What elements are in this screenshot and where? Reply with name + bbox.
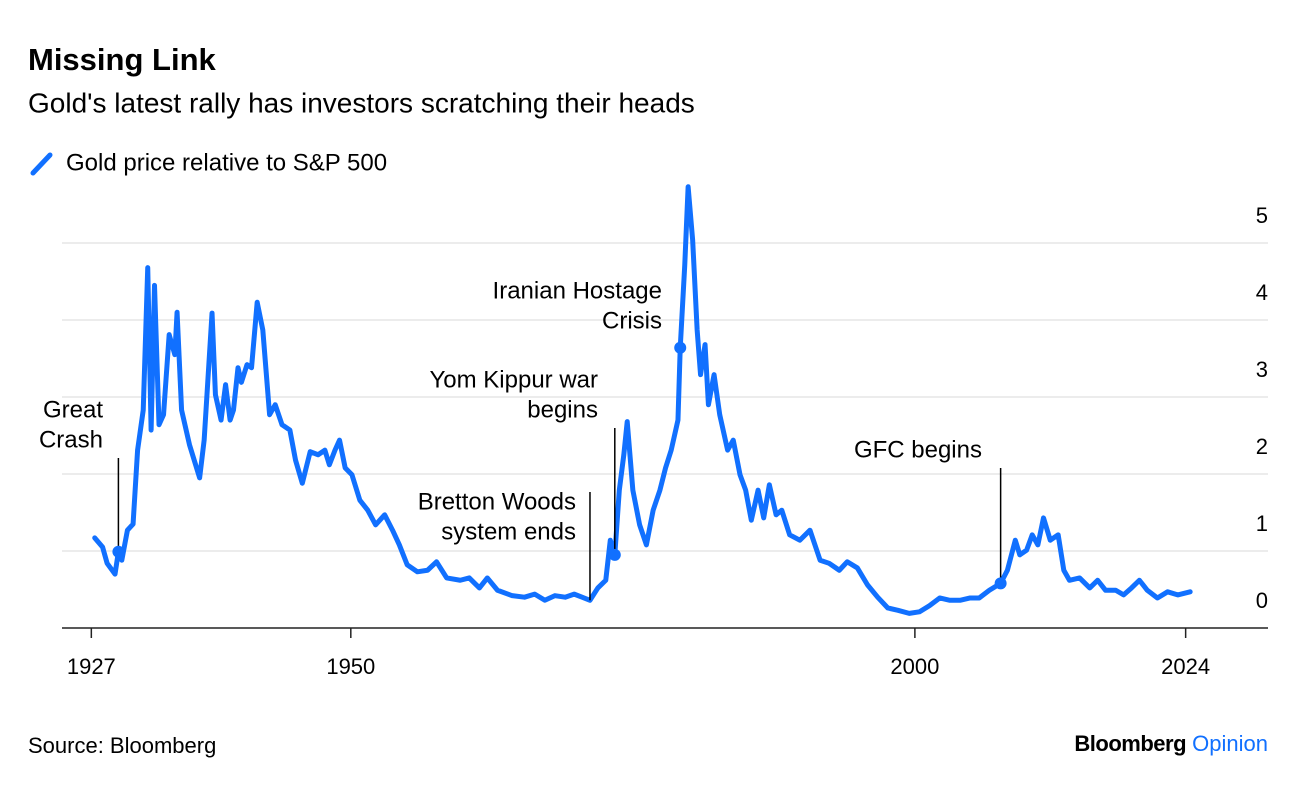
legend: Gold price relative to S&P 500 [30, 149, 387, 176]
annotation-label: Yom Kippur war [429, 366, 598, 393]
y-tick-label: 5 [1256, 203, 1268, 228]
source: Source: Bloomberg [28, 733, 216, 758]
annotation-marker [608, 548, 621, 561]
annotation-label: Crisis [602, 307, 662, 334]
annotation-marker [112, 545, 125, 558]
annotation-label: GFC begins [854, 436, 982, 463]
logo-section: Opinion [1192, 731, 1268, 756]
y-tick-label: 3 [1256, 357, 1268, 382]
annotation-label: Bretton Woods [418, 488, 576, 515]
annotation-label: Great [43, 396, 103, 423]
x-tick-label: 2000 [890, 654, 939, 679]
y-tick-label: 1 [1256, 511, 1268, 536]
y-tick-label: 4 [1256, 280, 1268, 305]
annotation-label: Crash [39, 426, 103, 453]
annotation-marker [674, 341, 687, 354]
legend-label: Gold price relative to S&P 500 [66, 149, 387, 176]
logo: Bloomberg Opinion [1074, 731, 1268, 756]
logo-brand: Bloomberg [1074, 731, 1186, 756]
annotation-label: system ends [441, 518, 576, 545]
annotation-marker [994, 577, 1007, 590]
annotation-label: Iranian Hostage [493, 277, 662, 304]
x-tick-label: 1927 [67, 654, 116, 679]
x-tick-label: 1950 [326, 654, 375, 679]
data-line [92, 184, 1193, 616]
y-tick-label: 0 [1256, 588, 1268, 613]
annotation-label: begins [527, 396, 598, 423]
x-tick-label: 2024 [1161, 654, 1210, 679]
y-tick-label: 2 [1256, 434, 1268, 459]
chart-title: Missing Link [28, 42, 217, 77]
legend-swatch [30, 152, 53, 176]
chart-subtitle: Gold's latest rally has investors scratc… [28, 87, 695, 118]
